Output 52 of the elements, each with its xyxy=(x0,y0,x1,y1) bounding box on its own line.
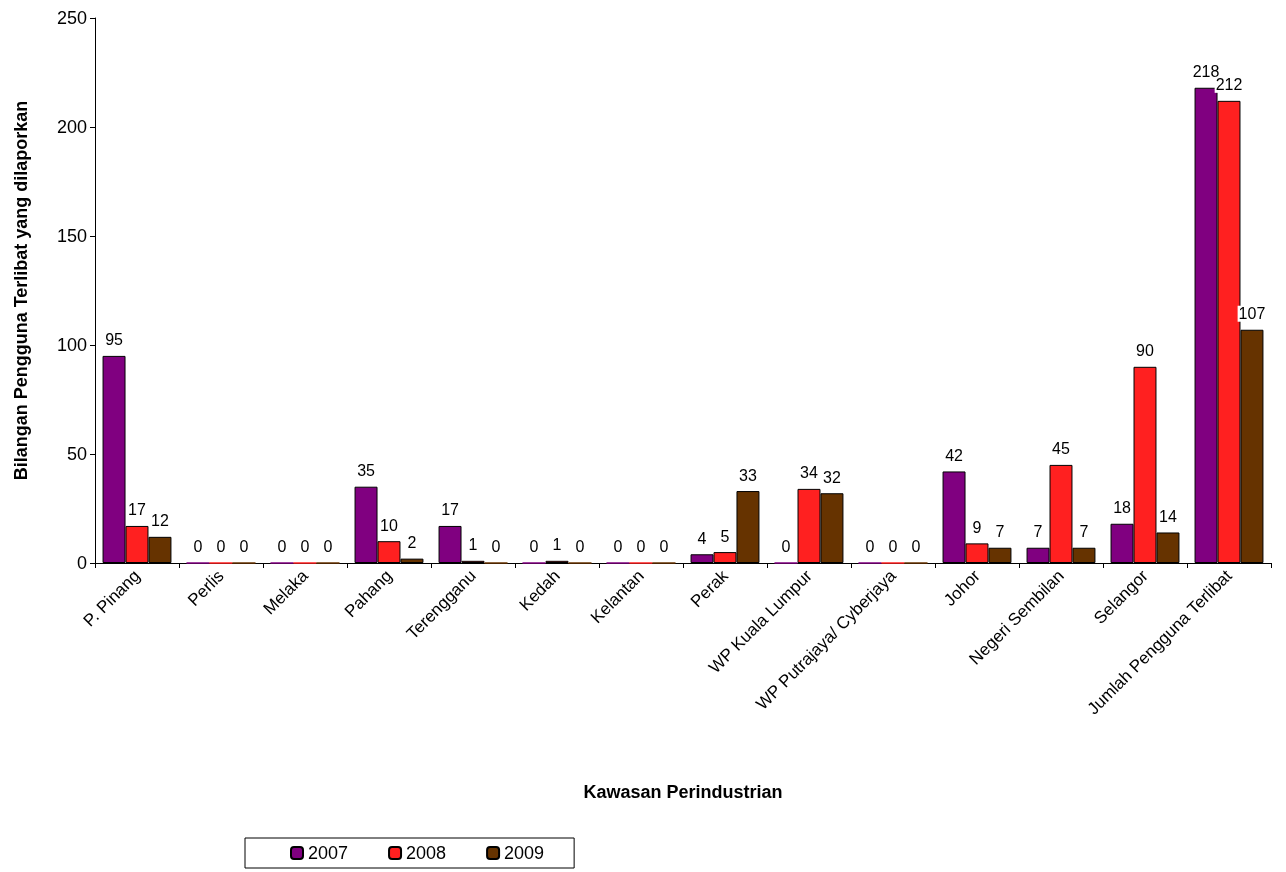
y-tick-label: 250 xyxy=(56,8,87,28)
legend-label: 2008 xyxy=(406,843,447,863)
x-axis-title: Kawasan Perindustrian xyxy=(583,782,783,802)
data-label: 35 xyxy=(357,462,376,480)
data-label: 0 xyxy=(781,538,791,555)
data-label: 0 xyxy=(239,538,249,555)
y-tick-label: 100 xyxy=(56,335,87,355)
y-tick-label: 150 xyxy=(56,226,87,246)
data-label: 7 xyxy=(995,523,1005,541)
data-label: 0 xyxy=(911,538,921,555)
data-label: 1 xyxy=(552,536,562,554)
legend-label: 2007 xyxy=(308,843,349,863)
data-label: 17 xyxy=(128,501,146,519)
data-label: 0 xyxy=(636,538,646,555)
data-label: 95 xyxy=(105,331,124,349)
y-tick-label: 0 xyxy=(76,553,87,573)
data-label: 9 xyxy=(972,518,982,536)
data-label: 1 xyxy=(468,536,478,554)
data-label: 0 xyxy=(193,538,203,555)
data-label: 0 xyxy=(865,538,875,555)
data-label: 7 xyxy=(1033,523,1043,541)
data-label: 2 xyxy=(407,534,417,552)
data-label: 7 xyxy=(1079,523,1089,541)
y-tick-label: 50 xyxy=(66,444,87,464)
y-tick-label: 200 xyxy=(56,117,87,137)
data-label: 12 xyxy=(151,512,169,530)
data-label: 5 xyxy=(720,527,730,545)
data-label: 0 xyxy=(491,538,501,555)
data-label: 4 xyxy=(697,529,707,547)
data-label: 34 xyxy=(800,464,818,482)
data-label: 0 xyxy=(888,538,898,555)
data-label: 0 xyxy=(659,538,669,555)
data-label: 0 xyxy=(216,538,226,555)
data-label: 32 xyxy=(823,468,841,486)
data-label: 107 xyxy=(1238,305,1266,323)
data-label: 0 xyxy=(613,538,623,555)
data-label: 10 xyxy=(380,516,398,534)
data-label: 0 xyxy=(323,538,333,555)
data-label: 45 xyxy=(1052,440,1070,458)
legend-label: 2009 xyxy=(504,843,545,863)
data-label: 212 xyxy=(1215,76,1243,94)
data-label: 18 xyxy=(1113,499,1132,517)
data-label: 0 xyxy=(300,538,310,555)
data-label: 17 xyxy=(441,501,460,519)
data-label: 33 xyxy=(739,466,757,484)
data-label: 90 xyxy=(1136,342,1154,360)
data-label: 0 xyxy=(529,538,539,555)
y-axis-title: Bilangan Pengguna Terlibat yang dilaporkan xyxy=(11,100,31,481)
data-label: 14 xyxy=(1159,507,1177,525)
data-label: 0 xyxy=(575,538,585,555)
data-label: 0 xyxy=(277,538,287,555)
data-label: 42 xyxy=(945,446,964,464)
